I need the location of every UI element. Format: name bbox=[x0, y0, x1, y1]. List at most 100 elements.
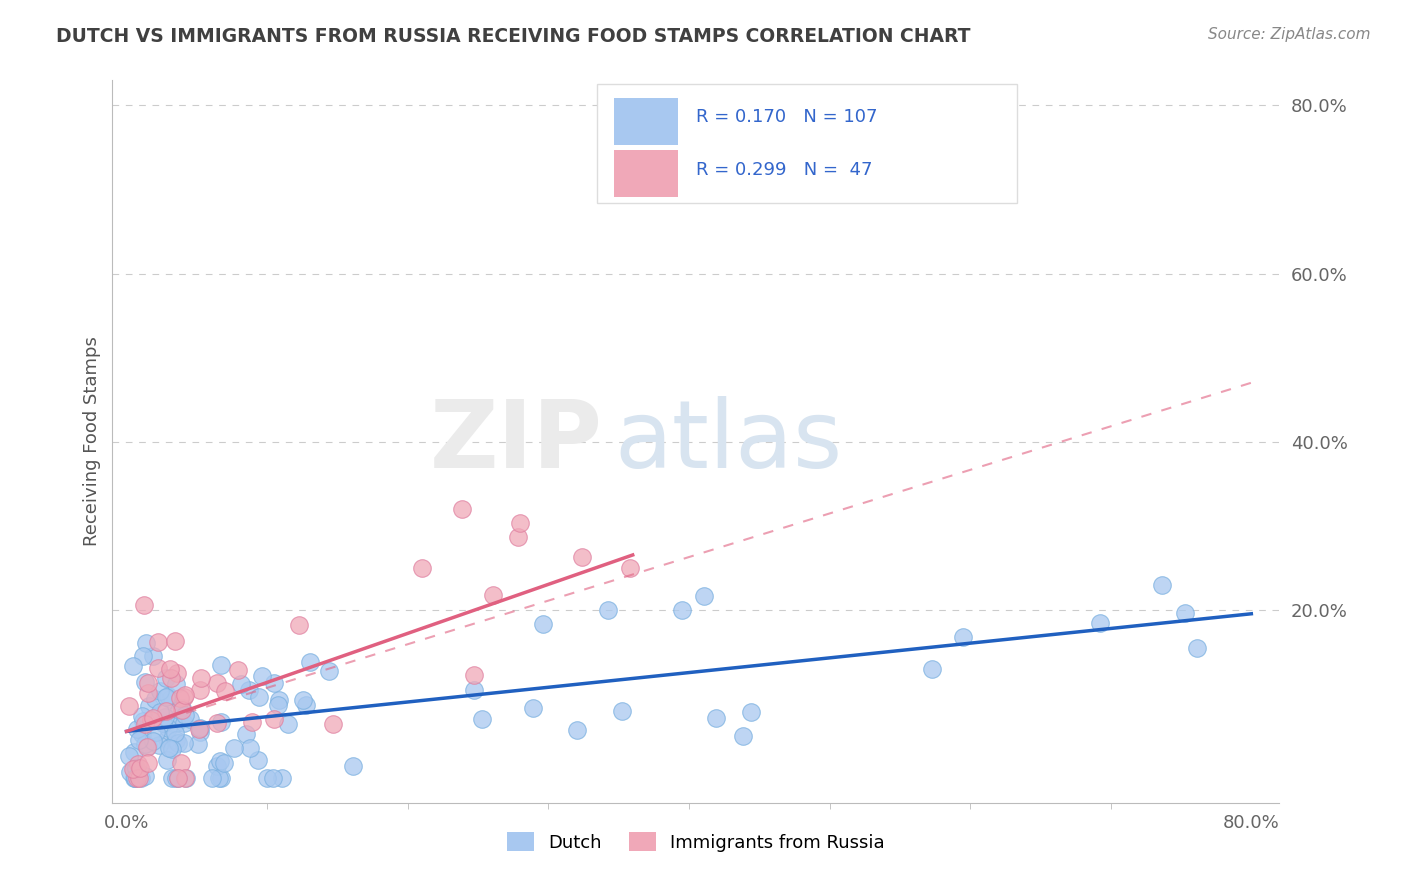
Point bbox=[267, 693, 290, 707]
Point bbox=[136, 756, 159, 770]
Point bbox=[226, 663, 249, 677]
Point bbox=[188, 723, 211, 737]
Point bbox=[124, 760, 146, 774]
Point bbox=[671, 602, 693, 616]
Point bbox=[187, 737, 209, 751]
Point bbox=[155, 732, 177, 747]
Point bbox=[149, 683, 172, 698]
Point bbox=[167, 703, 190, 717]
Point bbox=[145, 725, 167, 739]
Point bbox=[148, 739, 170, 753]
Point bbox=[146, 634, 169, 648]
Point bbox=[173, 707, 195, 722]
Point bbox=[132, 649, 155, 664]
Point bbox=[208, 771, 231, 785]
Point bbox=[288, 618, 311, 632]
Point bbox=[247, 753, 270, 767]
Point bbox=[143, 692, 166, 706]
Point bbox=[135, 739, 157, 754]
Point bbox=[118, 698, 141, 713]
Point bbox=[704, 711, 727, 725]
Point bbox=[174, 688, 197, 702]
Point bbox=[222, 741, 245, 756]
Point bbox=[167, 771, 190, 785]
Point bbox=[159, 662, 181, 676]
Point bbox=[318, 664, 340, 678]
Point bbox=[263, 675, 285, 690]
Point bbox=[155, 672, 177, 686]
Point bbox=[125, 722, 148, 736]
Point bbox=[136, 675, 159, 690]
Point bbox=[952, 630, 974, 644]
Point bbox=[235, 727, 257, 741]
Point bbox=[239, 740, 262, 755]
Point bbox=[117, 748, 139, 763]
Point bbox=[128, 771, 150, 785]
Point bbox=[509, 516, 531, 530]
Point bbox=[127, 756, 149, 771]
Point bbox=[166, 666, 188, 681]
Point bbox=[619, 561, 641, 575]
Point bbox=[166, 735, 188, 749]
Point bbox=[128, 761, 150, 775]
Point bbox=[200, 771, 222, 785]
Point bbox=[238, 683, 260, 698]
Point bbox=[1185, 641, 1208, 656]
Point bbox=[156, 753, 179, 767]
Point bbox=[163, 634, 186, 648]
Point bbox=[138, 699, 160, 714]
Point bbox=[173, 690, 195, 704]
Point bbox=[155, 704, 177, 718]
Point bbox=[598, 602, 620, 616]
Point bbox=[342, 758, 364, 772]
Text: ZIP: ZIP bbox=[430, 395, 603, 488]
Point bbox=[124, 771, 146, 785]
Point bbox=[693, 589, 716, 603]
Point bbox=[134, 737, 156, 751]
Point bbox=[214, 684, 236, 698]
Point bbox=[157, 689, 180, 703]
Point bbox=[166, 771, 188, 785]
Point bbox=[134, 716, 156, 731]
Point bbox=[411, 560, 433, 574]
Point bbox=[118, 764, 141, 779]
Point bbox=[531, 617, 554, 632]
Point bbox=[267, 698, 290, 713]
Point bbox=[209, 658, 232, 673]
Point bbox=[294, 698, 316, 712]
Point bbox=[165, 771, 187, 785]
Point bbox=[463, 668, 485, 682]
Bar bbox=[614, 98, 679, 145]
Bar bbox=[614, 150, 679, 197]
Point bbox=[159, 739, 181, 753]
Point bbox=[322, 717, 344, 731]
Point bbox=[152, 716, 174, 731]
Point bbox=[247, 690, 270, 705]
Point bbox=[132, 598, 155, 612]
Point bbox=[733, 729, 755, 743]
Legend: Dutch, Immigrants from Russia: Dutch, Immigrants from Russia bbox=[499, 825, 893, 859]
Point bbox=[209, 714, 232, 729]
Point bbox=[131, 714, 153, 728]
Point bbox=[291, 693, 314, 707]
Point bbox=[481, 588, 503, 602]
Point bbox=[1174, 606, 1197, 620]
Point bbox=[169, 713, 191, 727]
Point bbox=[131, 709, 153, 723]
Point bbox=[571, 550, 593, 565]
Point bbox=[229, 677, 252, 691]
Point bbox=[450, 502, 472, 516]
Point bbox=[146, 661, 169, 675]
Point bbox=[188, 682, 211, 697]
Point bbox=[165, 715, 187, 730]
Text: R = 0.170   N = 107: R = 0.170 N = 107 bbox=[696, 108, 877, 127]
Point bbox=[610, 704, 633, 718]
Point bbox=[522, 701, 544, 715]
Point bbox=[463, 682, 485, 697]
Point bbox=[250, 669, 273, 683]
Text: Source: ZipAtlas.com: Source: ZipAtlas.com bbox=[1208, 27, 1371, 42]
Point bbox=[156, 722, 179, 736]
Point bbox=[136, 739, 159, 753]
Point bbox=[174, 771, 197, 785]
Point bbox=[131, 727, 153, 741]
